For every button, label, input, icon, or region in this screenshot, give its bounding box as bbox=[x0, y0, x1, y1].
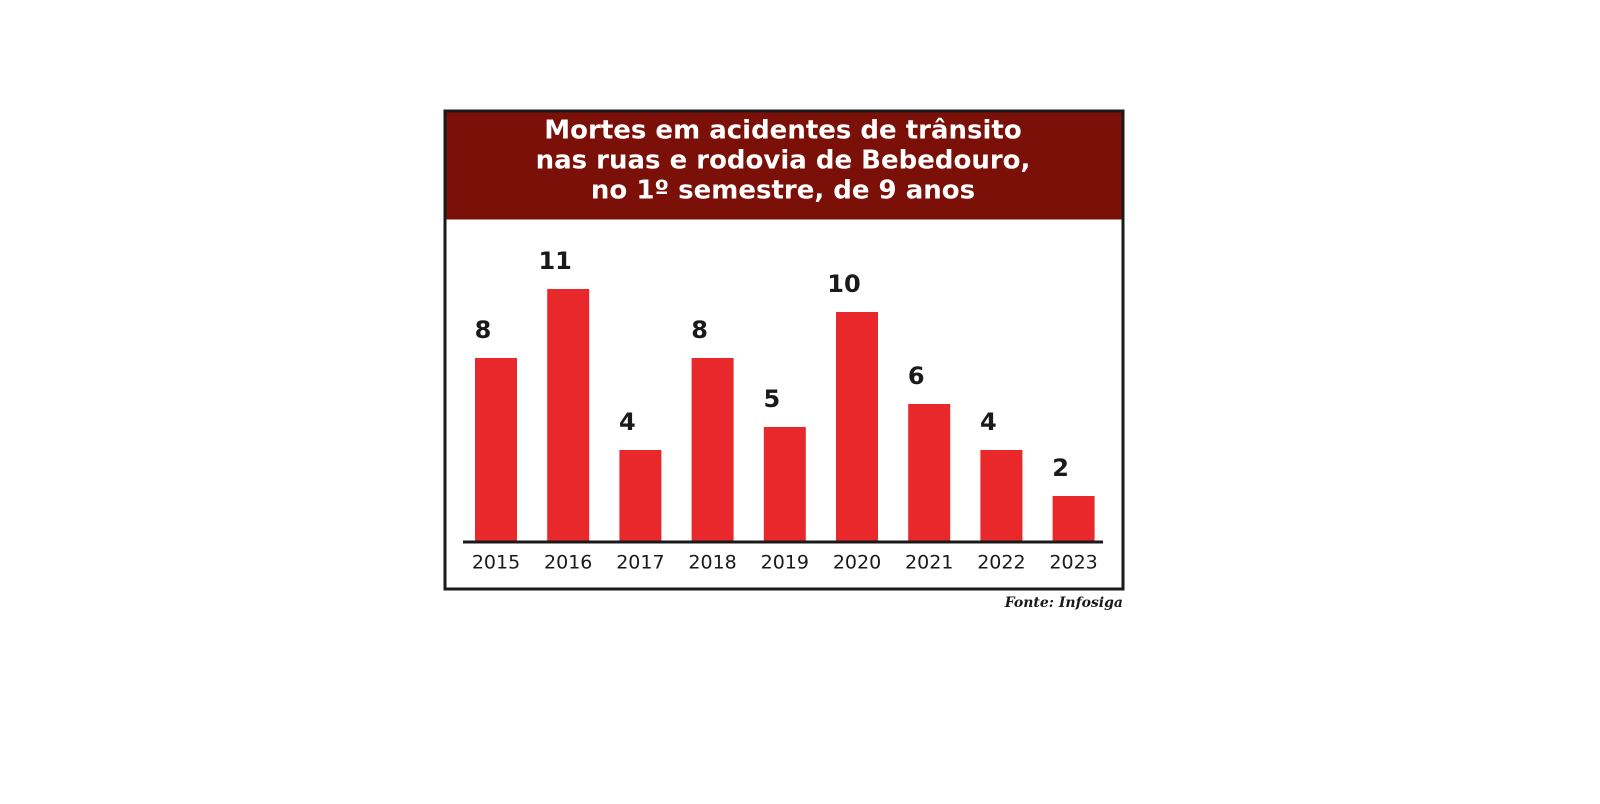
value-label: 8 bbox=[475, 316, 492, 344]
x-tick-label: 2015 bbox=[472, 552, 520, 574]
value-label: 5 bbox=[763, 385, 780, 413]
x-tick-label: 2018 bbox=[688, 552, 736, 574]
x-tick-label: 2022 bbox=[977, 552, 1025, 574]
chart-title: no 1º semestre, de 9 anos bbox=[591, 176, 975, 206]
bar bbox=[836, 312, 878, 542]
value-label: 11 bbox=[538, 247, 571, 275]
x-tick-label: 2023 bbox=[1049, 552, 1097, 574]
value-label: 8 bbox=[691, 316, 708, 344]
value-label: 2 bbox=[1052, 454, 1069, 482]
x-tick-label: 2017 bbox=[616, 552, 664, 574]
source-note: Fonte: Infosiga bbox=[1004, 595, 1123, 611]
bar bbox=[475, 358, 517, 542]
bar bbox=[619, 450, 662, 542]
bar bbox=[547, 289, 590, 542]
bar bbox=[1052, 496, 1095, 542]
value-label: 10 bbox=[827, 270, 860, 298]
value-label: 6 bbox=[908, 362, 925, 390]
bar bbox=[691, 358, 734, 542]
x-tick-label: 2020 bbox=[833, 552, 881, 574]
bar bbox=[763, 427, 806, 542]
value-label: 4 bbox=[980, 408, 997, 436]
bar bbox=[908, 404, 951, 542]
x-tick-label: 2019 bbox=[761, 552, 809, 574]
title-band bbox=[446, 112, 1122, 220]
value-label: 4 bbox=[619, 408, 636, 436]
bar bbox=[980, 450, 1023, 542]
x-tick-label: 2021 bbox=[905, 552, 953, 574]
x-tick-label: 2016 bbox=[544, 552, 592, 574]
chart-title: Mortes em acidentes de trânsito bbox=[544, 116, 1021, 146]
chart-title: nas ruas e rodovia de Bebedouro, bbox=[536, 146, 1031, 176]
